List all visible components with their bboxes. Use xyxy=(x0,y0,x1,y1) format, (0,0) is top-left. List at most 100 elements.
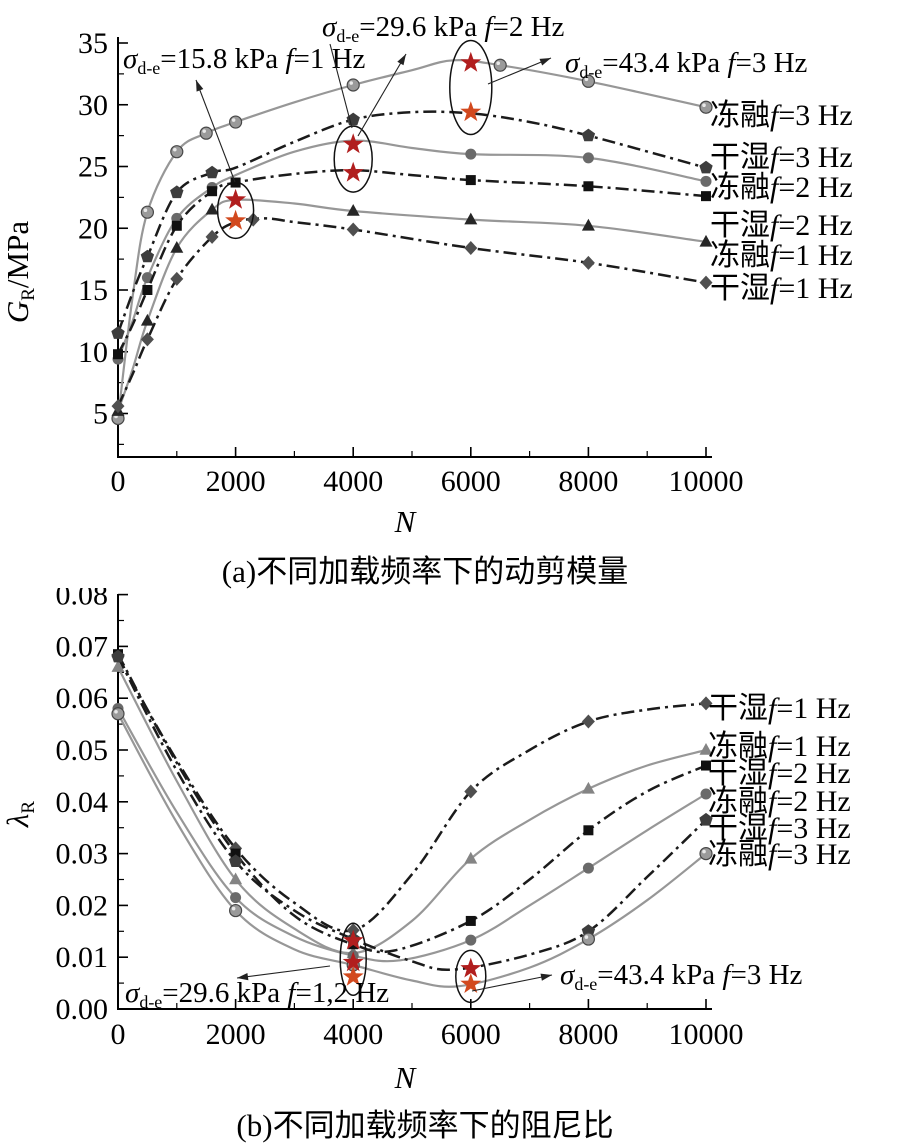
x-tick-label: 0 xyxy=(111,465,126,498)
chart-a-dynamic-shear-modulus: 0 2000 4000 6000 8000 10000 5 10 15 20 25 30 35 N GR/M… xyxy=(0,11,853,539)
ball-highlight xyxy=(143,208,148,212)
data-point-ball xyxy=(170,145,184,159)
star-marker xyxy=(342,951,364,972)
highlight-ellipse xyxy=(449,39,493,136)
series-line xyxy=(116,656,707,933)
data-point-square xyxy=(207,186,218,197)
axes: 0 2000 4000 6000 8000 10000 0.00 0.01 0.02 0.03 0.… xyxy=(56,588,744,1051)
ball-highlight xyxy=(231,118,236,122)
data-point-circle xyxy=(700,175,712,187)
y-tick-label: 20 xyxy=(78,212,108,245)
data-point-diamond xyxy=(140,332,154,347)
annotation-text: σd-e=29.6 kPa f=2 Hz xyxy=(322,11,565,46)
y-axis-title: λR xyxy=(0,801,39,828)
series-line xyxy=(117,708,707,963)
series-line xyxy=(116,168,707,355)
data-point-diamond xyxy=(464,784,478,799)
data-point-diamond xyxy=(699,696,713,711)
data-point-square xyxy=(583,825,594,836)
x-tick-label: 8000 xyxy=(558,465,618,498)
series-triangle xyxy=(111,198,713,416)
data-point-pentagon xyxy=(581,128,596,142)
series-line xyxy=(116,59,707,419)
axes: 0 2000 4000 6000 8000 10000 5 10 15 20 25 30 35 xyxy=(78,27,744,498)
annotation-arrow-line xyxy=(471,974,553,992)
y-tick-label: 0.08 xyxy=(56,588,109,612)
data-point-ball xyxy=(581,932,596,946)
data-point-pentagon xyxy=(205,165,219,179)
y-tick-label: 0.00 xyxy=(56,993,109,1026)
data-point-triangle xyxy=(205,202,219,215)
data-point-ball xyxy=(229,903,243,918)
star-marker xyxy=(460,957,482,978)
x-tick-label: 4000 xyxy=(323,1018,383,1051)
highlight-ellipse xyxy=(455,949,487,1004)
annotation-text: σd-e=29.6 kPa f=1,2 Hz xyxy=(125,977,389,1012)
annotation-arrow-line xyxy=(329,43,353,129)
annotation-arrow-line xyxy=(236,965,331,979)
data-point-square xyxy=(113,349,123,360)
legend-label: 冻融f=1 Hz xyxy=(710,239,853,272)
legend-label: 干湿f=3 Hz xyxy=(708,812,851,845)
series-line xyxy=(117,713,707,988)
annotation-arrowhead xyxy=(539,58,551,66)
x-tick-label: 10000 xyxy=(669,465,744,498)
ball-highlight xyxy=(584,935,589,939)
data-point-diamond xyxy=(464,241,478,256)
x-tick-label: 6000 xyxy=(441,1018,501,1051)
annotation-text: σd-e=43.4 kPa f=3 Hz xyxy=(560,959,803,994)
series-triangle xyxy=(111,660,713,958)
chart-b-damping-ratio: 0 2000 4000 6000 8000 10000 0.00 0.01 0.02 0.03 0.… xyxy=(0,588,851,1095)
data-point-diamond xyxy=(699,275,713,290)
series-square xyxy=(113,168,711,360)
series-line xyxy=(117,666,707,955)
caption-b: (b)不同加载频率下的阻尼比 xyxy=(236,1108,614,1143)
y-tick-label: 0.04 xyxy=(56,786,109,819)
star-marker xyxy=(460,51,482,72)
series-diamond xyxy=(111,649,713,938)
y-axis-title: GR/MPa xyxy=(0,221,39,323)
series-pentagon xyxy=(111,110,713,339)
x-tick-label: 2000 xyxy=(206,465,266,498)
data-point-triangle xyxy=(581,218,595,231)
data-point-triangle xyxy=(699,743,713,755)
y-tick-label: 0.01 xyxy=(56,941,109,974)
x-axis-title: N xyxy=(394,1060,418,1095)
data-point-triangle xyxy=(111,660,125,672)
series-line xyxy=(116,656,707,972)
data-point-circle xyxy=(230,892,242,904)
y-tick-label: 0.07 xyxy=(56,630,109,663)
star-marker xyxy=(342,929,364,950)
ball-highlight xyxy=(584,77,589,82)
y-tick-label: 25 xyxy=(78,151,108,184)
x-tick-label: 8000 xyxy=(558,1018,618,1051)
data-point-pentagon xyxy=(170,185,184,199)
annotation-arrow-line xyxy=(357,53,407,137)
y-tick-label: 30 xyxy=(78,89,108,122)
ball-highlight xyxy=(173,147,177,152)
star-marker xyxy=(460,101,482,122)
series-diamond xyxy=(111,212,713,414)
data-point-square xyxy=(701,760,711,771)
ball-highlight xyxy=(114,709,118,714)
data-point-diamond xyxy=(229,841,243,856)
y-tick-label: 0.06 xyxy=(56,682,109,715)
ball-highlight xyxy=(702,103,706,108)
data-point-circle xyxy=(582,152,594,164)
y-tick-label: 0.02 xyxy=(56,889,109,922)
annotation-text: σd-e=43.4 kPa f=3 Hz xyxy=(565,47,808,82)
x-axis-title: N xyxy=(394,504,418,539)
annotation-arrow-line xyxy=(195,79,236,183)
data-point-ball xyxy=(346,78,360,92)
data-point-pentagon xyxy=(111,649,125,663)
star-marker xyxy=(342,133,364,154)
legend-label: 冻融f=2 Hz xyxy=(710,171,853,204)
ball-highlight xyxy=(349,81,354,85)
star-marker xyxy=(460,973,482,993)
data-point-triangle xyxy=(464,212,478,225)
data-point-ball xyxy=(229,115,243,129)
annotation-arrowhead xyxy=(196,80,204,92)
x-tick-label: 2000 xyxy=(206,1018,266,1051)
data-point-diamond xyxy=(205,229,219,244)
